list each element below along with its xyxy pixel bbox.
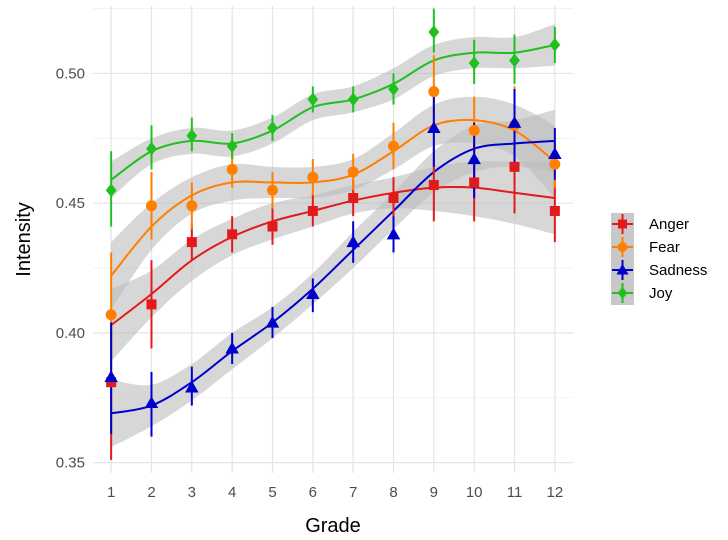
joy-point	[468, 56, 480, 70]
x-tick-label: 6	[309, 484, 317, 501]
fear-point	[226, 163, 238, 175]
anger-point	[307, 205, 318, 216]
sadness-point	[104, 370, 118, 383]
anger-point	[348, 192, 359, 203]
y-axis-ticks: 0.35 0.40 0.45 0.50	[56, 65, 85, 471]
legend: Anger Fear Sadness Joy	[611, 213, 707, 305]
joy-confidence-band	[111, 24, 555, 198]
joy-point	[226, 139, 238, 153]
joy-point	[307, 92, 319, 107]
x-tick-label: 5	[268, 484, 276, 501]
legend-item-anger: Anger	[611, 213, 689, 236]
fear-point	[266, 184, 278, 196]
fear-point	[105, 309, 117, 321]
point-layer	[104, 25, 562, 409]
anger-point	[267, 221, 278, 232]
anger-point	[227, 229, 238, 240]
legend-item-fear: Fear	[611, 236, 680, 259]
sadness-point	[185, 380, 199, 393]
fear-point	[428, 86, 440, 98]
fear-point	[186, 200, 198, 212]
fit-line-layer	[110, 43, 556, 415]
anger-point	[146, 299, 157, 310]
fear-point	[307, 171, 319, 183]
sadness-point	[265, 315, 280, 328]
sadness-fit-line	[110, 139, 555, 415]
x-tick-label: 1	[107, 484, 115, 501]
x-tick-label: 7	[349, 484, 357, 501]
sadness-point	[346, 235, 360, 248]
joy-point	[388, 82, 399, 96]
anger-point	[186, 237, 197, 248]
anger-point	[388, 192, 399, 203]
sadness-point	[507, 116, 522, 128]
fear-point	[347, 166, 359, 178]
x-tick-label: 2	[147, 484, 155, 501]
y-axis-title: Intensity	[13, 202, 35, 276]
joy-point	[267, 121, 278, 135]
fear-point	[388, 140, 400, 152]
joy-point	[549, 38, 561, 52]
fear-point	[145, 200, 157, 212]
joy-point	[105, 183, 117, 197]
sadness-point	[467, 152, 481, 165]
x-tick-label: 4	[228, 484, 236, 501]
fear-fit-line	[110, 118, 556, 277]
anger-point	[428, 180, 439, 191]
x-axis-ticks: 1 2 3 4 5 6 7 8 9 10 11 12	[107, 484, 563, 501]
anger-fit-line	[110, 185, 555, 326]
sadness-point	[306, 287, 320, 300]
anger-point	[469, 177, 480, 188]
x-tick-label: 3	[188, 484, 196, 501]
y-tick-label: 0.50	[56, 65, 85, 82]
sadness-point	[427, 121, 441, 134]
joy-point	[347, 92, 359, 107]
anger-point	[509, 161, 520, 172]
legend-item-sadness: Sadness	[611, 259, 707, 282]
confidence-band-layer	[111, 24, 555, 448]
sadness-point	[548, 147, 562, 159]
legend-label-anger: Anger	[649, 216, 689, 233]
sadness-point	[144, 396, 159, 409]
anger-point	[549, 205, 560, 216]
fear-point	[468, 125, 480, 137]
legend-key-marker	[617, 286, 628, 300]
sadness-confidence-band	[111, 109, 555, 448]
x-axis-title: Grade	[305, 515, 361, 537]
sadness-point	[386, 227, 401, 240]
y-tick-label: 0.45	[56, 195, 85, 212]
joy-point	[186, 128, 198, 143]
x-tick-label: 12	[547, 484, 564, 501]
x-tick-label: 8	[389, 484, 397, 501]
x-tick-label: 10	[466, 484, 483, 501]
legend-label-fear: Fear	[649, 239, 680, 256]
legend-item-joy: Joy	[611, 282, 673, 305]
fear-point	[549, 158, 561, 170]
x-tick-label: 9	[430, 484, 438, 501]
joy-point	[428, 25, 440, 39]
anger-confidence-band	[111, 161, 555, 362]
joy-point	[509, 53, 520, 68]
legend-key-marker	[618, 219, 627, 229]
anger-point	[106, 377, 117, 388]
joy-point	[146, 141, 157, 156]
y-tick-label: 0.35	[56, 455, 85, 472]
legend-key-marker	[617, 242, 628, 252]
legend-key-marker	[616, 263, 629, 275]
x-tick-label: 11	[507, 484, 523, 501]
y-tick-label: 0.40	[56, 325, 85, 342]
legend-label-sadness: Sadness	[649, 262, 707, 279]
legend-label-joy: Joy	[649, 285, 673, 302]
joy-fit-line	[110, 43, 556, 181]
sadness-point	[225, 341, 239, 354]
fear-confidence-band	[111, 96, 555, 310]
